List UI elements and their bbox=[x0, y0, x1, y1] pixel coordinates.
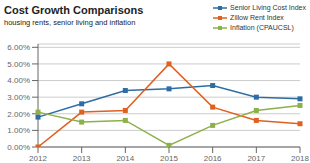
svg-text:2012: 2012 bbox=[29, 154, 47, 163]
svg-text:3.00%: 3.00% bbox=[8, 93, 30, 102]
svg-text:2.00%: 2.00% bbox=[8, 110, 30, 119]
svg-text:2014: 2014 bbox=[116, 154, 134, 163]
svg-text:5.00%: 5.00% bbox=[8, 60, 30, 69]
html-text:Zillow Rent Index: Zillow Rent Index bbox=[230, 14, 284, 21]
svg-text:2018: 2018 bbox=[291, 154, 302, 163]
html-text:Cost Growth Comparisons: Cost Growth Comparisons bbox=[4, 4, 144, 16]
svg-text:2015: 2015 bbox=[160, 154, 178, 163]
svg-text:2016: 2016 bbox=[204, 154, 222, 163]
svg-text:1.00%: 1.00% bbox=[8, 126, 30, 135]
html-text:Inflation (CPAUCSL): Inflation (CPAUCSL) bbox=[230, 24, 294, 31]
svg-text:0.00%: 0.00% bbox=[8, 143, 30, 152]
html-text:housing rents, senior living a: housing rents, senior living and inflati… bbox=[4, 18, 136, 27]
html-text:Senior Living Cost Index: Senior Living Cost Index bbox=[230, 4, 306, 11]
svg-text:4.00%: 4.00% bbox=[8, 76, 30, 85]
svg-text:2017: 2017 bbox=[247, 154, 265, 163]
svg-text:2013: 2013 bbox=[73, 154, 91, 163]
svg-text:6.00%: 6.00% bbox=[8, 43, 30, 52]
